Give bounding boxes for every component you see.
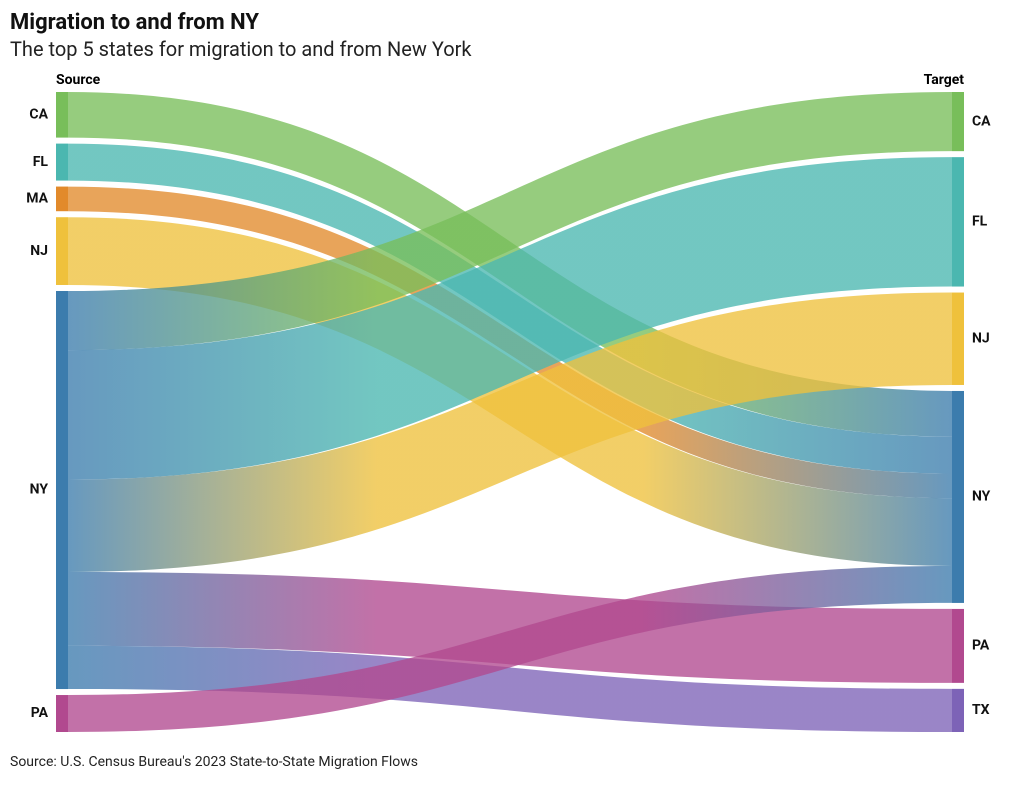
sankey-node-label-left-ca: CA <box>29 107 48 123</box>
sankey-node-right-ca <box>952 92 964 151</box>
sankey-chart: Source Target CA FL MA NJ NY PA CA FL NJ NY PA TX <box>10 68 1010 738</box>
sankey-node-label-right-ny: NY <box>972 489 991 505</box>
sankey-node-label-right-tx: TX <box>972 703 990 719</box>
page: Migration to and from NY The top 5 state… <box>0 0 1020 788</box>
sankey-node-label-left-fl: FL <box>33 154 49 170</box>
column-header-target: Target <box>924 72 965 88</box>
sankey-node-left-pa <box>56 695 68 732</box>
sankey-node-label-right-nj: NJ <box>972 331 990 347</box>
sankey-node-left-ma <box>56 187 68 212</box>
sankey-node-label-right-fl: FL <box>972 214 988 230</box>
sankey-node-label-right-ca: CA <box>972 114 991 130</box>
chart-subtitle: The top 5 states for migration to and fr… <box>10 36 1010 62</box>
sankey-node-right-tx <box>952 689 964 732</box>
sankey-node-right-ny <box>952 391 964 603</box>
sankey-node-label-left-ny: NY <box>30 482 49 498</box>
source-note: Source: U.S. Census Bureau's 2023 State-… <box>10 754 418 770</box>
sankey-node-label-left-nj: NJ <box>30 243 48 259</box>
sankey-node-label-left-ma: MA <box>26 191 48 207</box>
sankey-node-right-nj <box>952 293 964 385</box>
sankey-node-label-right-pa: PA <box>972 638 990 654</box>
sankey-node-label-left-pa: PA <box>31 706 49 722</box>
chart-title: Migration to and from NY <box>10 10 1010 36</box>
sankey-node-right-pa <box>952 609 964 683</box>
sankey-node-right-fl <box>952 158 964 287</box>
sankey-node-left-ny <box>56 291 68 689</box>
column-header-source: Source <box>56 72 101 88</box>
sankey-node-left-fl <box>56 144 68 181</box>
sankey-node-left-ca <box>56 92 68 138</box>
sankey-node-left-nj <box>56 218 68 286</box>
